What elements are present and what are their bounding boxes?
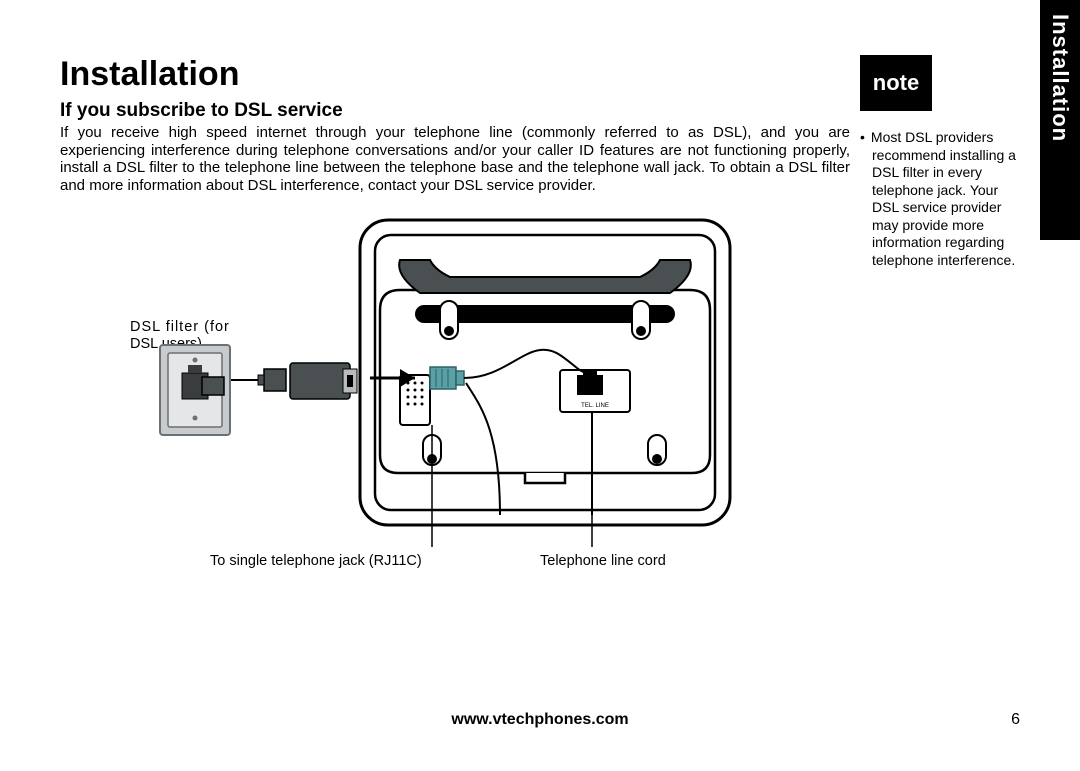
diagram-svg: TEL. LINE <box>60 215 850 585</box>
note-badge: note <box>860 55 932 111</box>
page-subtitle: If you subscribe to DSL service <box>60 100 850 122</box>
section-tab: Installation <box>1040 0 1080 240</box>
rj11-plug-icon <box>430 367 464 389</box>
wall-jack-icon <box>160 345 230 435</box>
body-paragraph: If you receive high speed internet throu… <box>60 124 850 195</box>
main-column: Installation If you subscribe to DSL ser… <box>60 55 850 585</box>
dsl-filter-icon <box>290 363 357 399</box>
page-number: 6 <box>1011 711 1020 729</box>
footer-url: www.vtechphones.com <box>60 711 1020 729</box>
tel-line-text: TEL. LINE <box>581 403 609 409</box>
installation-diagram: DSL filter (for DSL users) To single tel… <box>60 215 850 585</box>
note-list: Most DSL providers recommend installing … <box>860 129 1025 269</box>
side-column: note Most DSL providers recommend instal… <box>860 55 1025 269</box>
note-item: Most DSL providers recommend installing … <box>872 129 1025 269</box>
manual-page: Installation If you subscribe to DSL ser… <box>60 55 1020 735</box>
page-title: Installation <box>60 55 850 94</box>
